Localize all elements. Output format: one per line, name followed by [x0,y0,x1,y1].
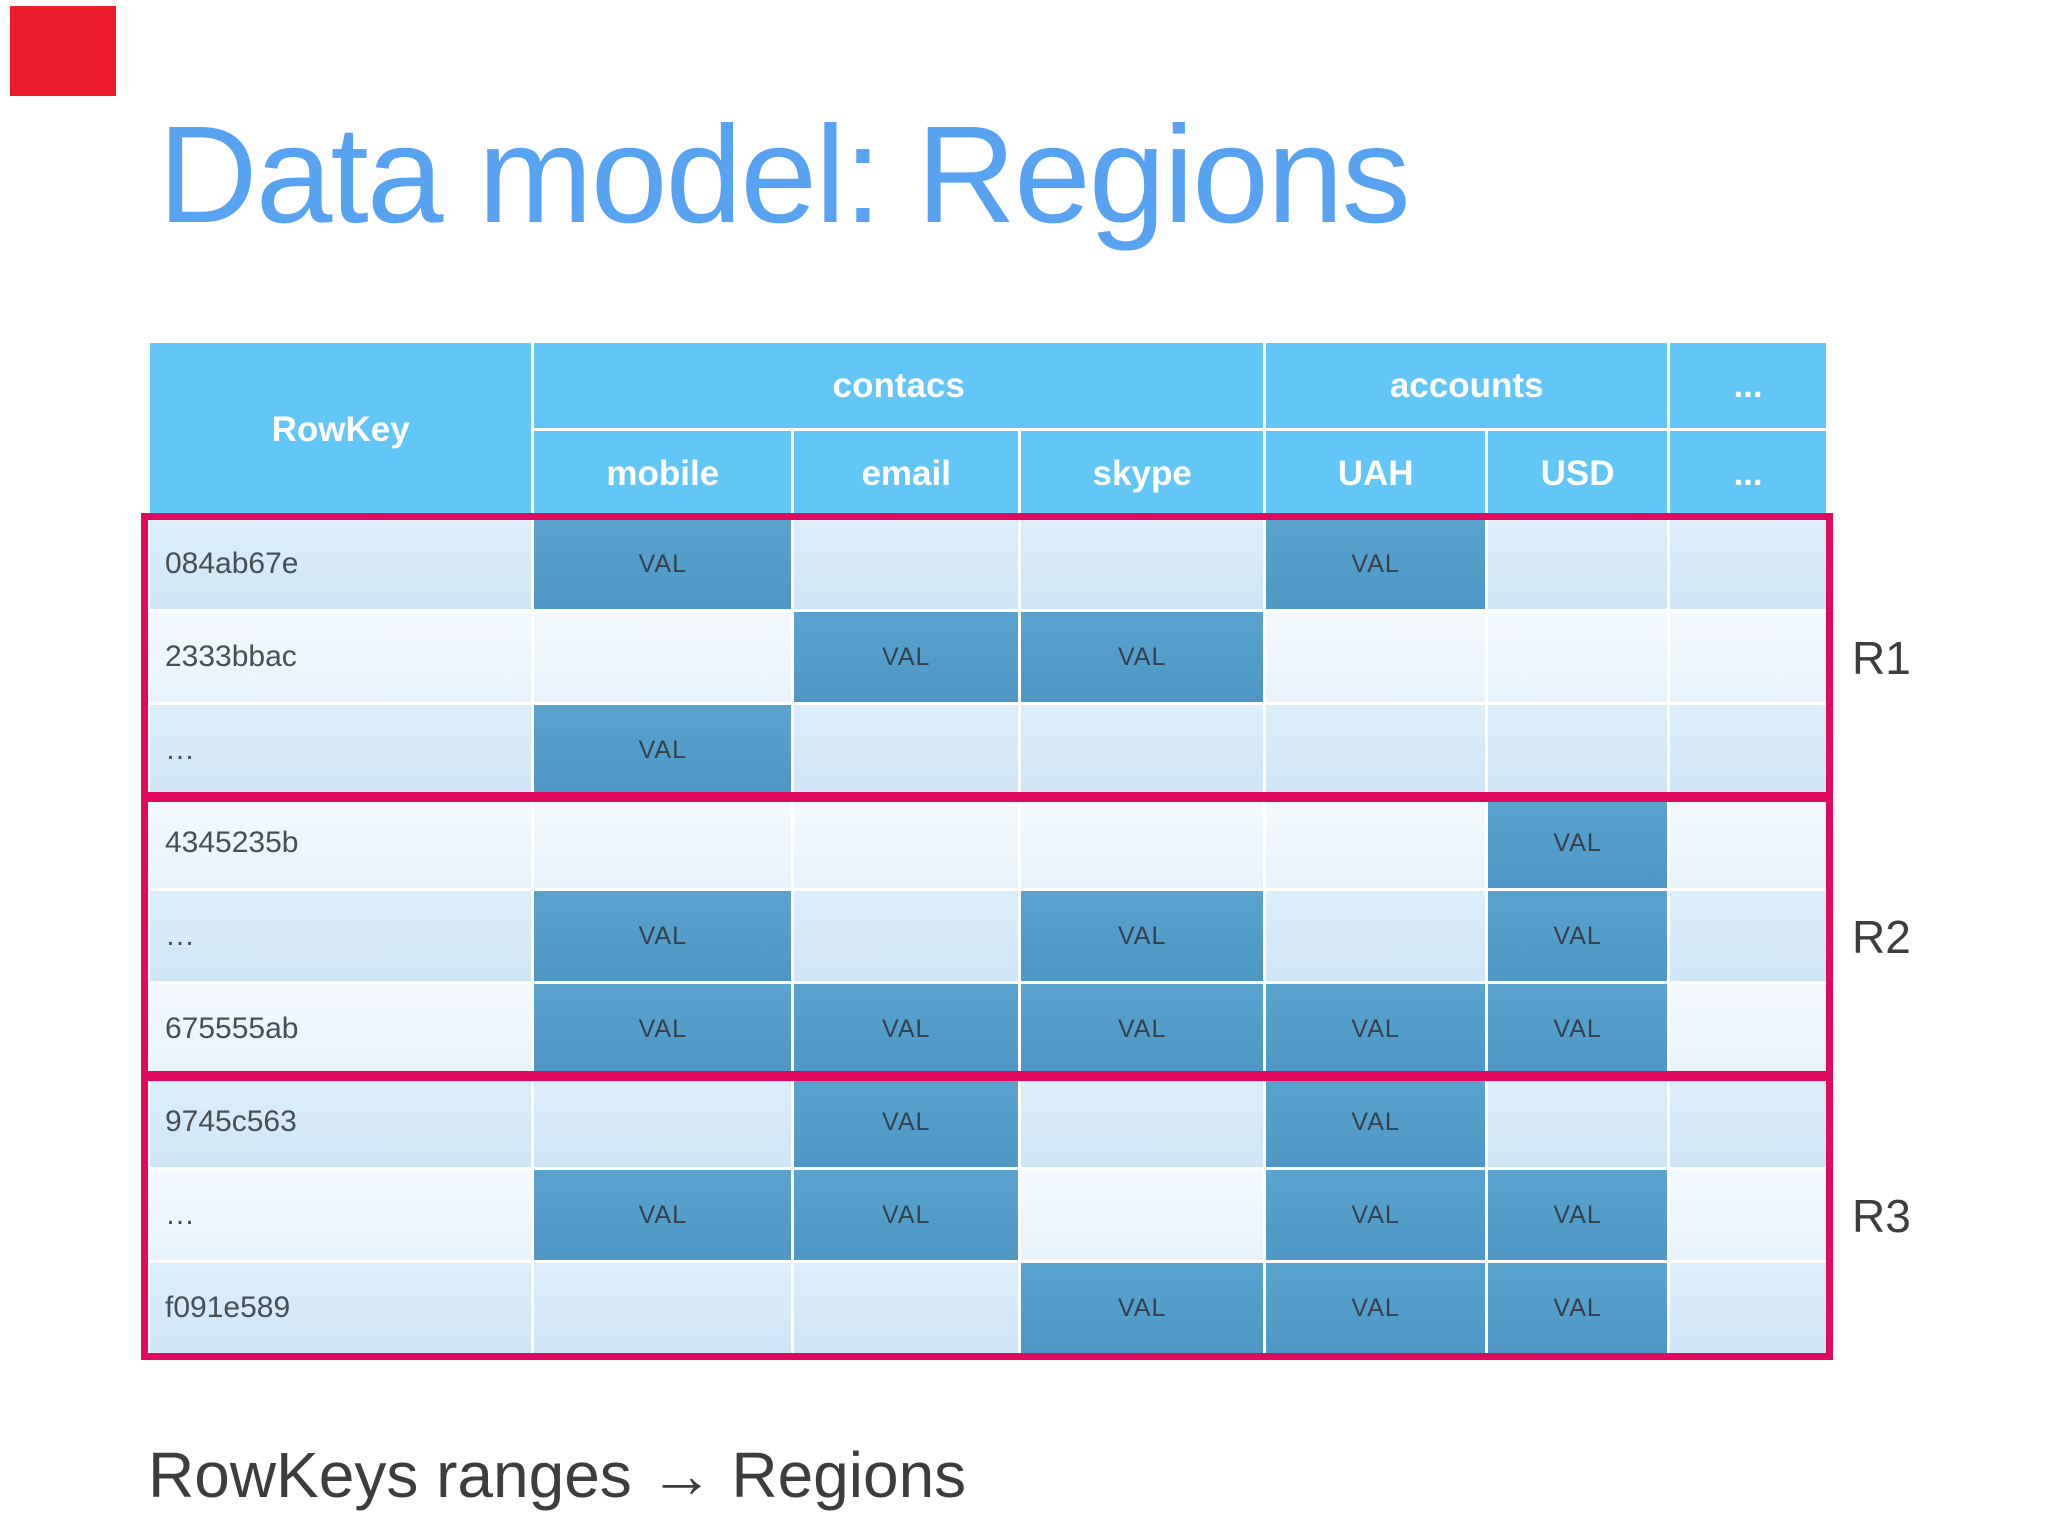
empty-cell [1670,798,1826,888]
rowkey-cell: 9745c563 [150,1077,532,1167]
table-body: 084ab67e VAL VAL 2333bbac VAL VAL… VAL 4345235b… [150,519,1826,1353]
table-row: 9745c563 VAL VAL [150,1077,1826,1167]
data-model-table: RowKey contacs accounts ... mobile email… [147,340,1829,1356]
empty-cell [794,519,1019,609]
rowkey-cell: 2333bbac [150,612,532,702]
column-header-usd: USD [1488,431,1668,516]
empty-cell [1266,798,1486,888]
empty-cell [1021,798,1264,888]
footer-caption: RowKeys ranges → Regions [148,1439,967,1511]
val-cell: VAL [1021,1263,1264,1353]
group-header-more: ... [1670,343,1826,428]
column-header-more: ... [1670,431,1826,516]
column-header-mobile: mobile [534,431,792,516]
val-cell: VAL [534,1170,792,1260]
table-row: 675555ab VAL VAL VAL VAL VAL [150,984,1826,1074]
table-row: 4345235b VAL [150,798,1826,888]
empty-cell [534,1263,792,1353]
val-cell: VAL [1266,1263,1486,1353]
empty-cell [534,798,792,888]
val-cell: VAL [1021,891,1264,981]
empty-cell [794,891,1019,981]
empty-cell [1488,519,1668,609]
empty-cell [1670,984,1826,1074]
group-header-accounts: accounts [1266,343,1668,428]
val-cell: VAL [794,1170,1019,1260]
rowkey-cell: 675555ab [150,984,532,1074]
rowkey-cell: f091e589 [150,1263,532,1353]
empty-cell [1021,1170,1264,1260]
red-corner-shape [10,6,116,96]
table-row: 2333bbac VAL VAL [150,612,1826,702]
table-header: RowKey contacs accounts ... mobile email… [150,343,1826,516]
empty-cell [1670,612,1826,702]
column-header-email: email [794,431,1019,516]
group-header-contacs: contacs [534,343,1264,428]
empty-cell [794,705,1019,795]
val-cell: VAL [1266,1170,1486,1260]
empty-cell [1488,612,1668,702]
empty-cell [1021,1077,1264,1167]
val-cell: VAL [534,891,792,981]
empty-cell [1670,891,1826,981]
empty-cell [1670,1263,1826,1353]
table-row: f091e589 VAL VAL VAL [150,1263,1826,1353]
empty-cell [1266,705,1486,795]
table-row: … VAL VAL VAL VAL [150,1170,1826,1260]
region-label-r2: R2 [1852,910,1911,963]
empty-cell [794,1263,1019,1353]
val-cell: VAL [1021,984,1264,1074]
empty-cell [1266,891,1486,981]
rowkey-cell: … [150,891,532,981]
rowkey-cell: 4345235b [150,798,532,888]
rowkey-header-cell: RowKey [150,343,532,516]
empty-cell [1488,705,1668,795]
rowkey-cell: 084ab67e [150,519,532,609]
val-cell: VAL [1488,1263,1668,1353]
table-row: … VAL VAL VAL [150,891,1826,981]
column-header-skype: skype [1021,431,1264,516]
empty-cell [1021,519,1264,609]
val-cell: VAL [794,1077,1019,1167]
val-cell: VAL [534,519,792,609]
empty-cell [1670,1077,1826,1167]
val-cell: VAL [794,612,1019,702]
empty-cell [1670,705,1826,795]
val-cell: VAL [534,984,792,1074]
empty-cell [1266,612,1486,702]
empty-cell [1670,1170,1826,1260]
empty-cell [534,612,792,702]
val-cell: VAL [534,705,792,795]
empty-cell [534,1077,792,1167]
val-cell: VAL [1266,984,1486,1074]
empty-cell [1021,705,1264,795]
column-header-uah: UAH [1266,431,1486,516]
val-cell: VAL [1488,798,1668,888]
table-row: 084ab67e VAL VAL [150,519,1826,609]
val-cell: VAL [794,984,1019,1074]
region-label-r3: R3 [1852,1189,1911,1242]
val-cell: VAL [1021,612,1264,702]
empty-cell [1488,1077,1668,1167]
val-cell: VAL [1488,984,1668,1074]
val-cell: VAL [1266,1077,1486,1167]
region-label-r1: R1 [1852,631,1911,684]
empty-cell [1670,519,1826,609]
val-cell: VAL [1488,1170,1668,1260]
val-cell: VAL [1266,519,1486,609]
slide-title: Data model: Regions [158,98,1411,252]
rowkey-cell: … [150,705,532,795]
empty-cell [794,798,1019,888]
table-row: … VAL [150,705,1826,795]
rowkey-cell: … [150,1170,532,1260]
val-cell: VAL [1488,891,1668,981]
